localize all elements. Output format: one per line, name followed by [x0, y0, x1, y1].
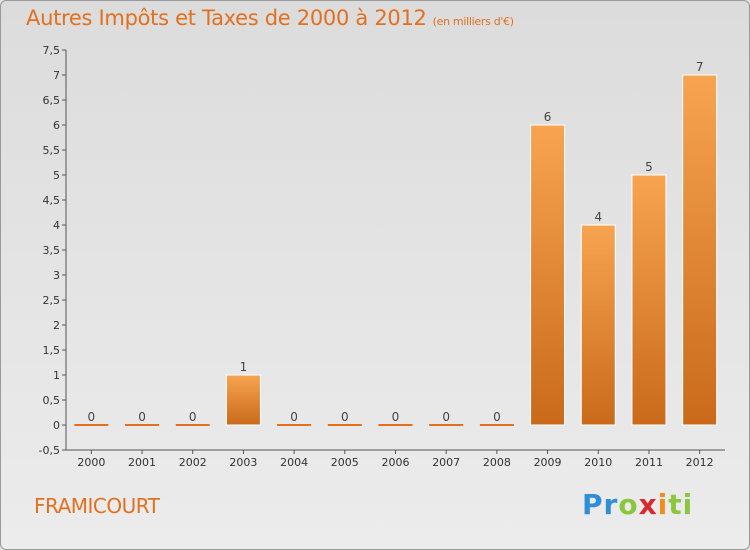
- logo-part: o: [618, 488, 639, 521]
- x-tick-label: 2006: [382, 456, 410, 469]
- y-tick-label: 1,5: [43, 344, 61, 357]
- bar-value-label: 4: [594, 210, 602, 224]
- title-text: Autres Impôts et Taxes de 2000 à 2012: [26, 6, 427, 30]
- y-tick-label: 3,5: [43, 244, 61, 257]
- x-tick-label: 2005: [331, 456, 359, 469]
- x-tick-label: 2003: [229, 456, 257, 469]
- logo-part: x: [638, 488, 658, 521]
- bar-value-label: 0: [493, 410, 501, 424]
- x-tick-label: 2010: [584, 456, 612, 469]
- x-tick-label: 2002: [179, 456, 207, 469]
- bar-value-label: 1: [240, 360, 248, 374]
- bar-value-label: 0: [290, 410, 298, 424]
- y-tick-label: 6: [53, 119, 60, 132]
- title-unit: (en milliers d'€): [432, 15, 514, 28]
- bar-value-label: 7: [696, 60, 704, 74]
- bar: [631, 174, 667, 426]
- bar: [530, 124, 566, 426]
- y-tick-label: 2: [53, 319, 60, 332]
- bar-value-label: 0: [442, 410, 450, 424]
- bar-value-label: 5: [645, 160, 653, 174]
- x-tick-label: 2012: [686, 456, 714, 469]
- logo-part: ti: [668, 488, 694, 521]
- bar: [580, 224, 616, 426]
- x-tick-label: 2000: [77, 456, 105, 469]
- y-tick-label: 7,5: [43, 44, 61, 57]
- x-tick-label: 2001: [128, 456, 156, 469]
- bar: [682, 74, 718, 426]
- y-tick-label: 0,5: [43, 394, 61, 407]
- proxiti-logo: Proxiti: [582, 488, 693, 521]
- logo-part: i: [657, 488, 669, 521]
- y-tick-label: 5,5: [43, 144, 61, 157]
- chart-title: Autres Impôts et Taxes de 2000 à 2012 (en…: [26, 6, 514, 30]
- x-tick-label: 2009: [534, 456, 562, 469]
- bar-value-label: 0: [341, 410, 349, 424]
- y-tick-label: 1: [53, 369, 60, 382]
- y-tick-label: -0,5: [39, 444, 60, 457]
- bar-value-label: 6: [544, 110, 552, 124]
- x-tick-label: 2011: [635, 456, 663, 469]
- y-tick-label: 5: [53, 169, 60, 182]
- y-tick-label: 6,5: [43, 94, 61, 107]
- logo-part: Pr: [582, 488, 619, 521]
- y-tick-label: 0: [53, 419, 60, 432]
- bar-value-label: 0: [392, 410, 400, 424]
- y-tick-label: 4: [53, 219, 60, 232]
- y-tick-label: 7: [53, 69, 60, 82]
- bar-value-label: 0: [189, 410, 197, 424]
- x-tick-label: 2007: [432, 456, 460, 469]
- x-tick-label: 2004: [280, 456, 308, 469]
- bar-value-label: 0: [88, 410, 96, 424]
- x-tick-label: 2008: [483, 456, 511, 469]
- y-tick-label: 2,5: [43, 294, 61, 307]
- commune-name: FRAMICOURT: [34, 494, 160, 518]
- y-tick-label: 4,5: [43, 194, 61, 207]
- bar-value-label: 0: [138, 410, 146, 424]
- y-tick-label: 3: [53, 269, 60, 282]
- bar: [225, 374, 261, 426]
